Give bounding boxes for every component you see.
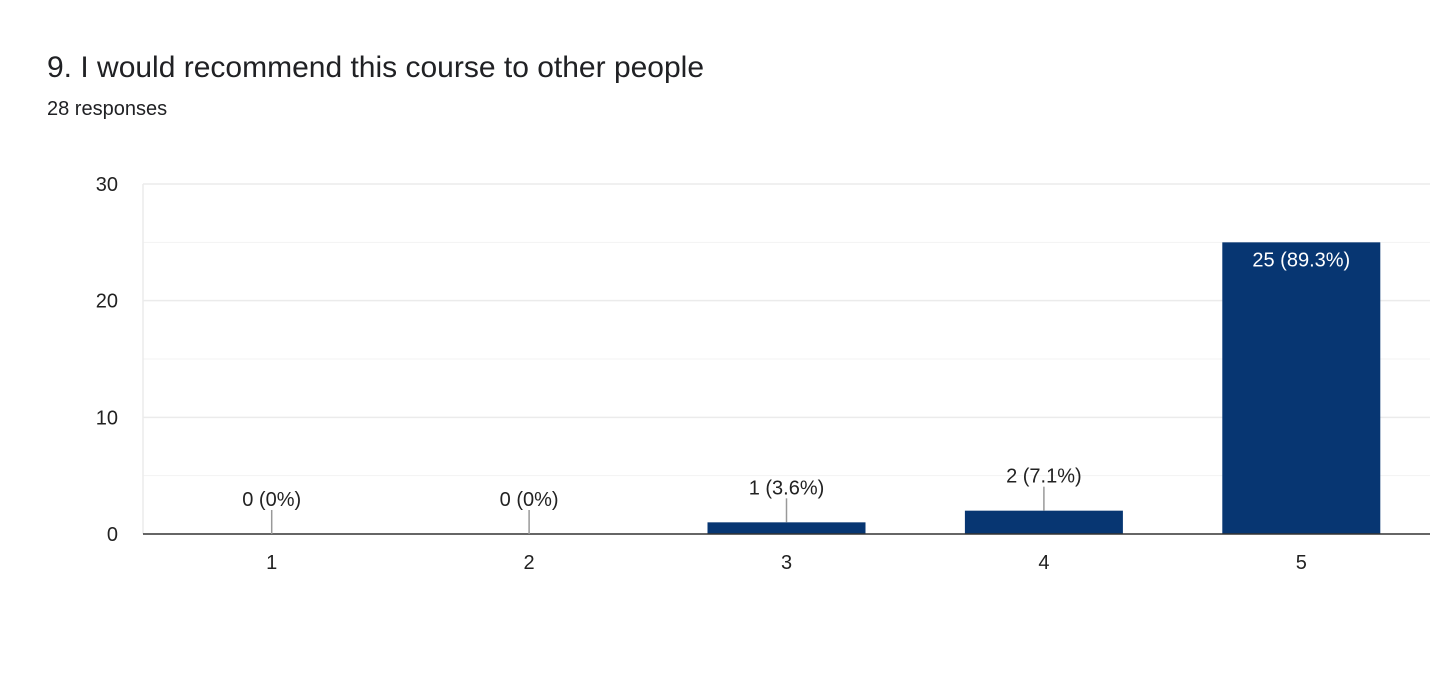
data-label: 25 (89.3%) [1252, 249, 1350, 271]
response-count: 28 responses [47, 98, 168, 120]
data-label: 2 (7.1%) [1006, 466, 1082, 488]
x-tick-label: 5 [1296, 552, 1307, 574]
y-tick-label: 20 [96, 291, 118, 313]
grid-lines [142, 183, 1430, 534]
x-tick-label: 1 [266, 552, 277, 574]
y-tick-label: 10 [96, 407, 118, 429]
bar [964, 510, 1123, 534]
bar [707, 522, 866, 534]
data-labels: 0 (0%) 0 (0%) 1 (3.6%) 2 (7.1%) 25 (89.3%) [242, 249, 1350, 534]
x-tick-label: 3 [781, 552, 792, 574]
y-tick-label: 30 [96, 174, 118, 196]
question-title: 9. I would recommend this course to othe… [47, 51, 705, 84]
x-tick-label: 4 [1038, 552, 1049, 574]
bars [707, 242, 1381, 535]
data-label: 1 (3.6%) [749, 477, 825, 499]
y-tick-label: 0 [107, 524, 118, 546]
data-label: 0 (0%) [500, 489, 559, 511]
x-tick-label: 2 [524, 552, 535, 574]
bar [1222, 242, 1381, 535]
axes: 0 10 20 30 1 2 3 4 5 [96, 174, 1430, 574]
data-label: 0 (0%) [242, 489, 301, 511]
